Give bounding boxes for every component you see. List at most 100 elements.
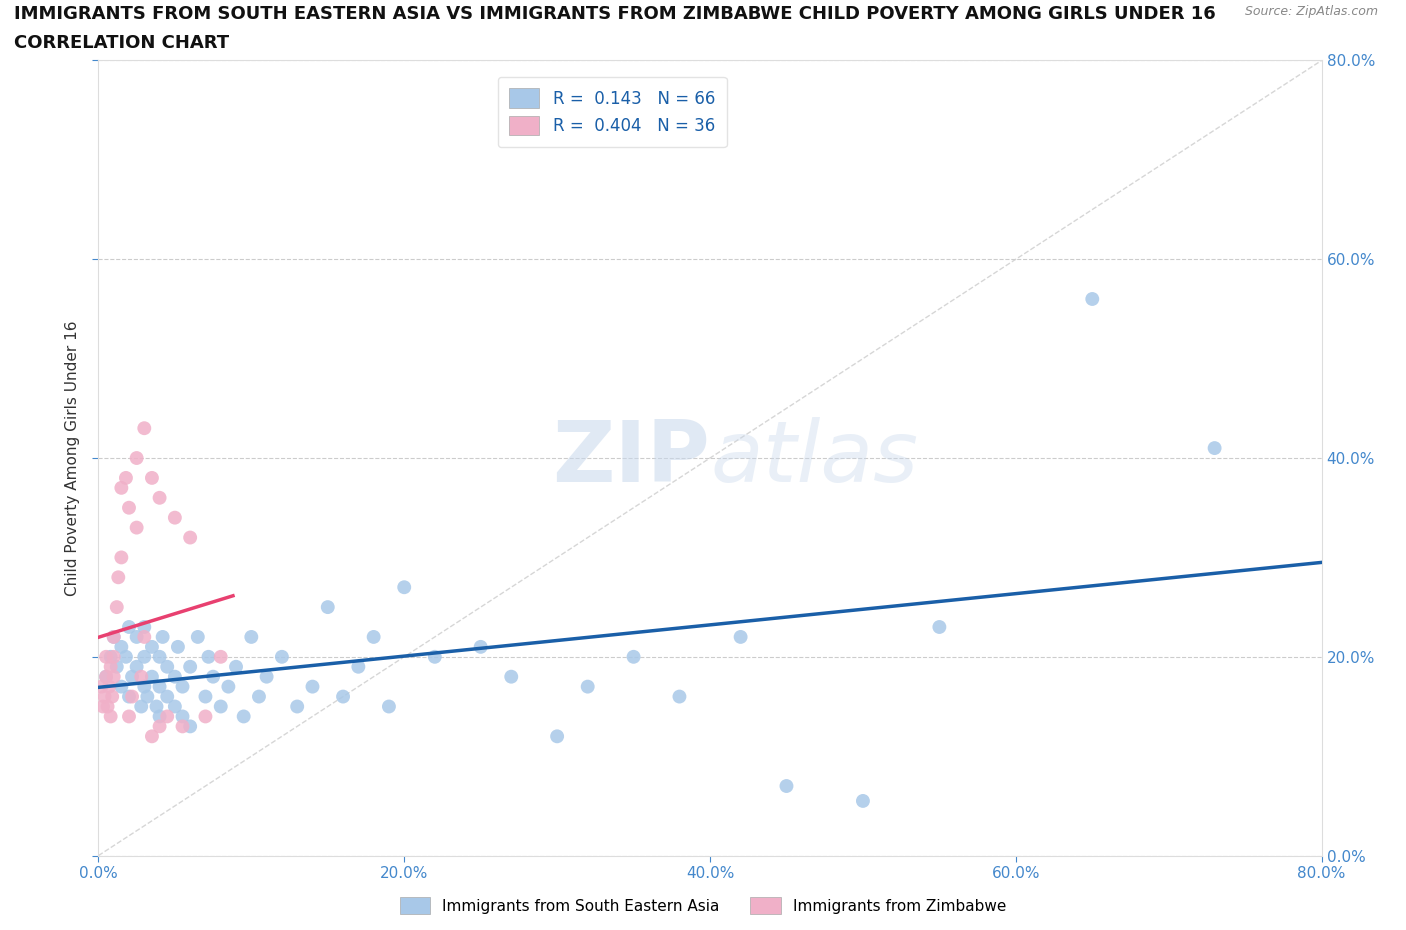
Point (141, 729, 163, 744)
Point (149, 709, 172, 724)
Point (103, 630, 125, 644)
Point (97, 699, 120, 714)
Point (156, 689, 179, 704)
Point (129, 699, 152, 714)
Point (423, 649, 446, 664)
Point (121, 670, 143, 684)
Point (115, 649, 138, 664)
Point (546, 729, 568, 744)
Point (125, 659, 148, 674)
Point (152, 630, 174, 644)
Point (103, 649, 125, 664)
Point (145, 699, 167, 714)
Point (256, 670, 278, 684)
Point (105, 600, 128, 615)
Point (94, 670, 117, 684)
Point (470, 640, 492, 655)
Point (125, 630, 148, 644)
Point (172, 709, 194, 724)
Point (118, 500, 141, 515)
Point (110, 640, 132, 655)
Text: CORRELATION CHART: CORRELATION CHART (14, 34, 229, 52)
Point (121, 689, 143, 704)
Point (1204, 441, 1226, 456)
Point (209, 699, 232, 714)
Point (149, 649, 172, 664)
Point (392, 579, 416, 594)
Point (100, 709, 122, 724)
Point (194, 709, 217, 724)
Point (172, 719, 194, 734)
Point (98, 679, 121, 694)
Point (217, 679, 239, 694)
Point (134, 420, 156, 435)
Point (125, 520, 148, 535)
Point (179, 530, 201, 545)
Point (134, 619, 156, 634)
Point (141, 640, 163, 655)
Point (156, 709, 179, 724)
Point (100, 649, 122, 664)
Point (163, 699, 186, 714)
Point (301, 679, 323, 694)
Point (668, 689, 690, 704)
Point (232, 709, 254, 724)
Point (623, 649, 645, 664)
Point (91, 699, 114, 714)
Point (107, 570, 129, 585)
Point (101, 689, 124, 704)
Point (163, 670, 186, 684)
Point (209, 649, 232, 664)
Point (187, 630, 209, 644)
Point (118, 619, 141, 634)
Point (100, 659, 122, 674)
Point (576, 679, 599, 694)
Y-axis label: Child Poverty Among Girls Under 16: Child Poverty Among Girls Under 16 (65, 320, 80, 596)
Point (179, 659, 201, 674)
Point (141, 670, 163, 684)
Point (316, 600, 339, 615)
Point (129, 670, 152, 684)
Text: ZIP: ZIP (553, 417, 710, 499)
Point (134, 630, 156, 644)
Point (90, 679, 112, 694)
Point (247, 689, 270, 704)
Point (194, 689, 217, 704)
Point (94, 649, 117, 664)
Point (103, 670, 125, 684)
Point (197, 649, 219, 664)
Point (118, 709, 141, 724)
Point (149, 679, 172, 694)
Legend: R =  0.143   N = 66, R =  0.404   N = 36: R = 0.143 N = 66, R = 0.404 N = 36 (498, 77, 727, 147)
Point (156, 659, 179, 674)
Point (93, 689, 115, 704)
Point (332, 689, 354, 704)
Text: atlas: atlas (710, 417, 918, 499)
Point (115, 471, 138, 485)
Point (730, 630, 752, 644)
Point (1081, 292, 1104, 307)
Point (134, 649, 156, 664)
Point (125, 451, 148, 466)
Point (149, 490, 172, 505)
Point (240, 630, 263, 644)
Point (136, 689, 159, 704)
Point (202, 670, 225, 684)
Point (110, 679, 132, 694)
Point (110, 550, 132, 565)
Point (105, 659, 128, 674)
Point (110, 481, 132, 496)
Point (167, 640, 190, 655)
Point (270, 649, 292, 664)
Text: Source: ZipAtlas.com: Source: ZipAtlas.com (1244, 5, 1378, 18)
Point (852, 793, 875, 808)
Point (501, 670, 523, 684)
Point (103, 630, 125, 644)
Point (172, 679, 194, 694)
Point (225, 659, 247, 674)
Point (141, 471, 163, 485)
Point (118, 689, 141, 704)
Legend: Immigrants from South Eastern Asia, Immigrants from Zimbabwe: Immigrants from South Eastern Asia, Immi… (394, 891, 1012, 921)
Point (378, 699, 401, 714)
Point (928, 619, 950, 634)
